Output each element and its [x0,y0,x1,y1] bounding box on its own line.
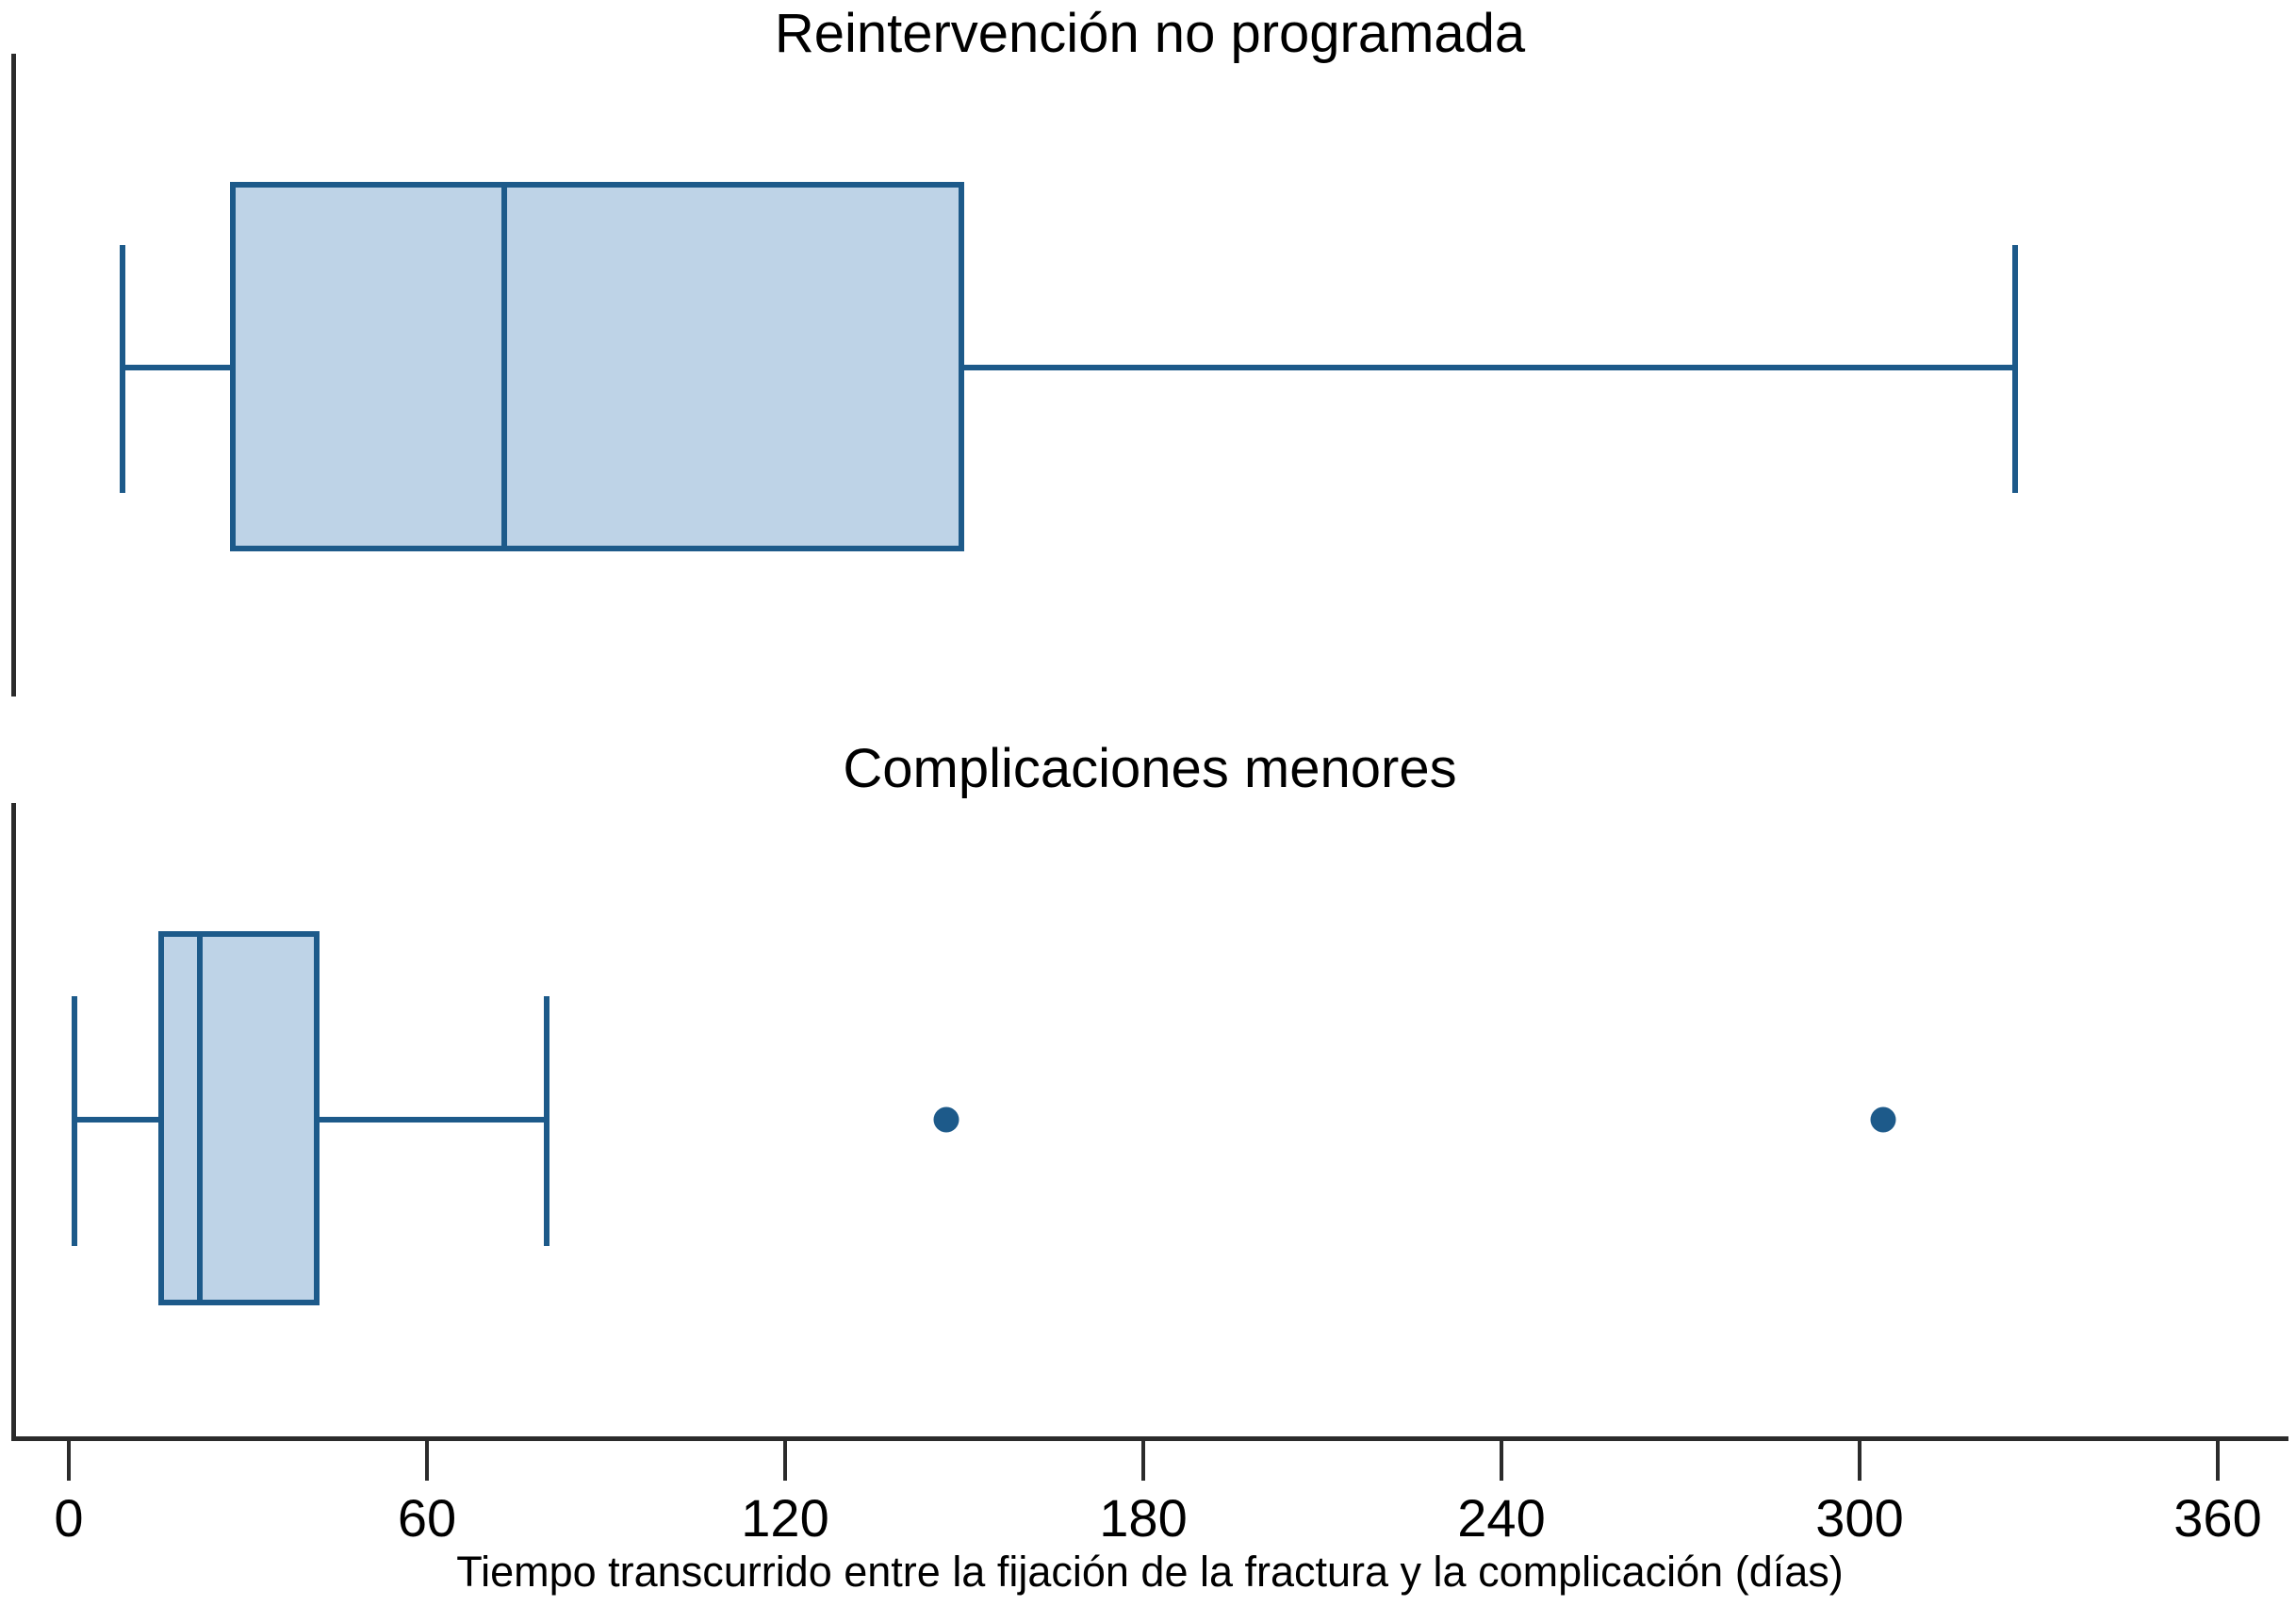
x-tick-mark [1858,1441,1861,1481]
box-rect [158,931,320,1305]
y-axis-spine [11,803,16,1441]
x-tick-mark [425,1441,429,1481]
x-axis-line [11,1436,2288,1441]
whisker-line-right [320,1117,547,1123]
x-tick-mark [67,1441,71,1481]
x-tick-label: 300 [1815,1488,1904,1548]
outlier-point [933,1106,959,1133]
median-line [501,186,508,548]
x-tick-mark [1141,1441,1145,1481]
whisker-cap-right [2011,245,2018,493]
panel-title-bottom: Complicaciones menores [843,738,1457,799]
whisker-line-right [964,365,2015,370]
x-axis-label: Tiempo transcurrido entre la fijación de… [456,1548,1844,1596]
whisker-line-left [123,365,230,370]
whisker-cap-right [543,996,549,1246]
x-tick-label: 60 [397,1488,457,1548]
x-tick-label: 120 [741,1488,829,1548]
x-tick-label: 180 [1099,1488,1188,1548]
x-tick-mark [1500,1441,1503,1481]
x-tick-mark [2216,1441,2220,1481]
box-rect [230,182,964,551]
x-tick-label: 0 [54,1488,84,1548]
x-tick-label: 240 [1457,1488,1546,1548]
panel-title-top: Reintervención no programada [774,3,1526,64]
median-line [197,935,204,1302]
outlier-point [1870,1106,1896,1133]
y-axis-spine [11,54,16,696]
whisker-line-left [74,1117,158,1123]
x-tick-label: 360 [2173,1488,2262,1548]
x-tick-mark [783,1441,787,1481]
